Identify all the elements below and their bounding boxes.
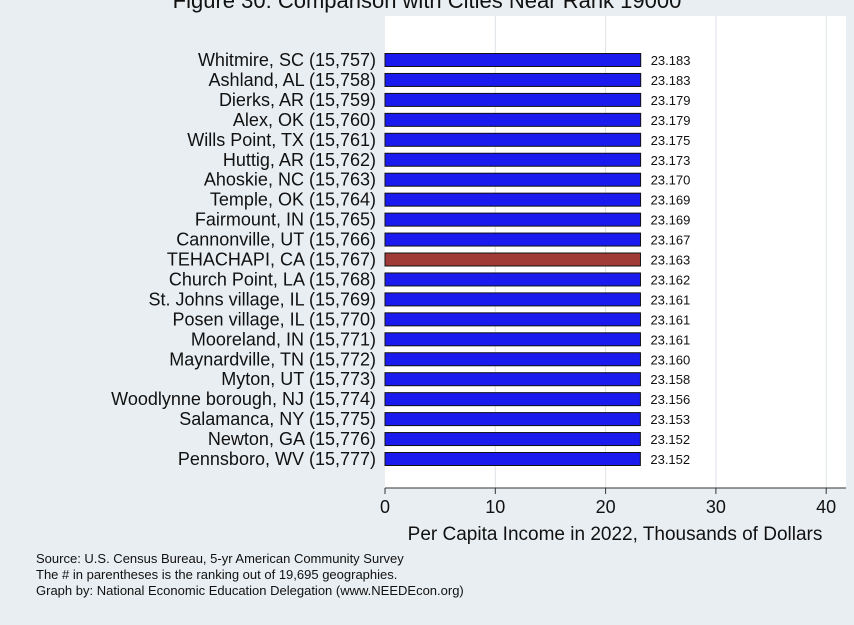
- bar: [384, 72, 642, 87]
- bar-chart: Whitmire, SC (15,757) 23.183 Ashland, AL (…: [111, 16, 846, 545]
- value-label: 23.170: [651, 173, 691, 188]
- ranking-note: The # in parentheses is the ranking out …: [36, 567, 398, 582]
- category-label: Temple, OK (15,764): [210, 190, 376, 210]
- category-label: Alex, OK (15,760): [233, 110, 376, 130]
- category-label: St. Johns village, IL (15,769): [149, 289, 376, 309]
- bars-group: Whitmire, SC (15,757) 23.183 Ashland, AL (…: [111, 50, 690, 469]
- bar: [384, 272, 641, 287]
- bar: [384, 232, 642, 247]
- bar: [384, 292, 641, 307]
- category-label: Pennsboro, WV (15,777): [178, 449, 376, 469]
- category-label: Woodlynne borough, NJ (15,774): [111, 389, 376, 409]
- x-tick-label: 30: [706, 497, 726, 517]
- bar: [384, 92, 642, 107]
- chart-title: Figure 30: Comparison with Cities Near R…: [172, 0, 682, 13]
- x-tick-label: 20: [596, 497, 616, 517]
- category-label: Ashland, AL (15,758): [209, 70, 376, 90]
- source-note: Source: U.S. Census Bureau, 5-yr America…: [36, 551, 404, 566]
- category-label: Wills Point, TX (15,761): [187, 130, 376, 150]
- value-label: 23.160: [650, 352, 690, 367]
- value-label: 23.173: [651, 153, 691, 168]
- bar: [384, 352, 641, 367]
- value-label: 23.162: [650, 272, 690, 287]
- bar: [384, 212, 642, 227]
- x-axis-label: Per Capita Income in 2022, Thousands of …: [408, 524, 823, 545]
- value-label: 23.161: [650, 332, 690, 347]
- bar: [384, 332, 641, 347]
- category-label: Whitmire, SC (15,757): [198, 50, 376, 70]
- value-label: 23.179: [651, 93, 691, 108]
- bar: [384, 432, 641, 447]
- value-label: 23.167: [651, 233, 691, 248]
- value-label: 23.183: [651, 53, 691, 68]
- x-tick-label: 10: [485, 497, 505, 517]
- value-label: 23.161: [650, 312, 690, 327]
- category-label: Newton, GA (15,776): [208, 429, 376, 449]
- category-label: Mooreland, IN (15,771): [191, 329, 376, 349]
- bar: [384, 392, 641, 407]
- value-label: 23.179: [651, 113, 691, 128]
- bar: [384, 172, 642, 187]
- value-label: 23.169: [651, 193, 691, 208]
- value-label: 23.175: [651, 133, 691, 148]
- footnotes: Source: U.S. Census Bureau, 5-yr America…: [36, 551, 464, 599]
- bar-highlighted: [384, 252, 641, 267]
- x-axis-ticks: 0 10 20 30 40: [380, 488, 836, 517]
- bar: [384, 192, 642, 207]
- value-label: 23.152: [650, 452, 690, 467]
- bar: [384, 412, 641, 427]
- value-label: 23.158: [650, 372, 690, 387]
- value-label: 23.161: [650, 292, 690, 307]
- bar: [384, 312, 641, 327]
- category-label: Church Point, LA (15,768): [169, 269, 376, 289]
- value-label: 23.169: [651, 213, 691, 228]
- bar: [384, 53, 642, 67]
- category-label: Fairmount, IN (15,765): [195, 210, 376, 230]
- category-label: Huttig, AR (15,762): [223, 150, 376, 170]
- bar: [384, 112, 642, 127]
- value-label: 23.163: [650, 253, 690, 268]
- category-label: Cannonville, UT (15,766): [176, 230, 376, 250]
- bar: [384, 372, 641, 387]
- bar: [384, 132, 642, 147]
- value-label: 23.153: [650, 412, 690, 427]
- bar: [384, 152, 642, 167]
- category-label: Posen village, IL (15,770): [173, 309, 376, 329]
- category-label: Maynardville, TN (15,772): [169, 349, 376, 369]
- credit-note: Graph by: National Economic Education De…: [36, 583, 464, 598]
- category-label: TEHACHAPI, CA (15,767): [167, 250, 376, 270]
- value-label: 23.183: [651, 73, 691, 88]
- x-tick-label: 40: [816, 497, 836, 517]
- category-label: Myton, UT (15,773): [221, 369, 376, 389]
- category-label: Salamanca, NY (15,775): [179, 409, 376, 429]
- value-label: 23.152: [650, 432, 690, 447]
- category-label: Dierks, AR (15,759): [219, 90, 376, 110]
- x-tick-label: 0: [380, 497, 390, 517]
- bar: [384, 452, 641, 466]
- value-label: 23.156: [650, 392, 690, 407]
- category-label: Ahoskie, NC (15,763): [204, 170, 376, 190]
